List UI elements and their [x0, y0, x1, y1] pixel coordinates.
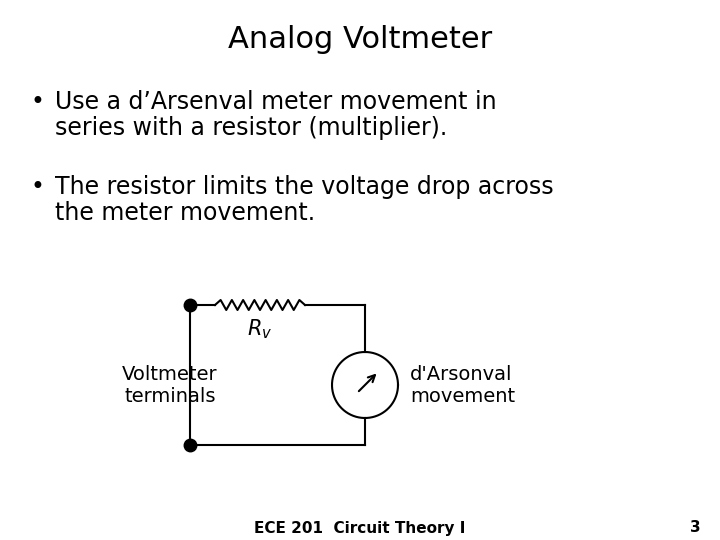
Text: 3: 3 — [690, 521, 701, 536]
Text: Voltmeter
terminals: Voltmeter terminals — [122, 364, 218, 406]
Text: •: • — [30, 90, 44, 114]
Text: Use a d’Arsenval meter movement in: Use a d’Arsenval meter movement in — [55, 90, 497, 114]
Text: Analog Voltmeter: Analog Voltmeter — [228, 25, 492, 55]
Text: ECE 201  Circuit Theory I: ECE 201 Circuit Theory I — [254, 521, 466, 536]
Text: The resistor limits the voltage drop across: The resistor limits the voltage drop acr… — [55, 175, 554, 199]
Text: the meter movement.: the meter movement. — [55, 201, 315, 225]
Text: d'Arsonval
movement: d'Arsonval movement — [410, 364, 515, 406]
Text: $R_v$: $R_v$ — [248, 317, 273, 341]
Text: series with a resistor (multiplier).: series with a resistor (multiplier). — [55, 116, 447, 140]
Text: •: • — [30, 175, 44, 199]
